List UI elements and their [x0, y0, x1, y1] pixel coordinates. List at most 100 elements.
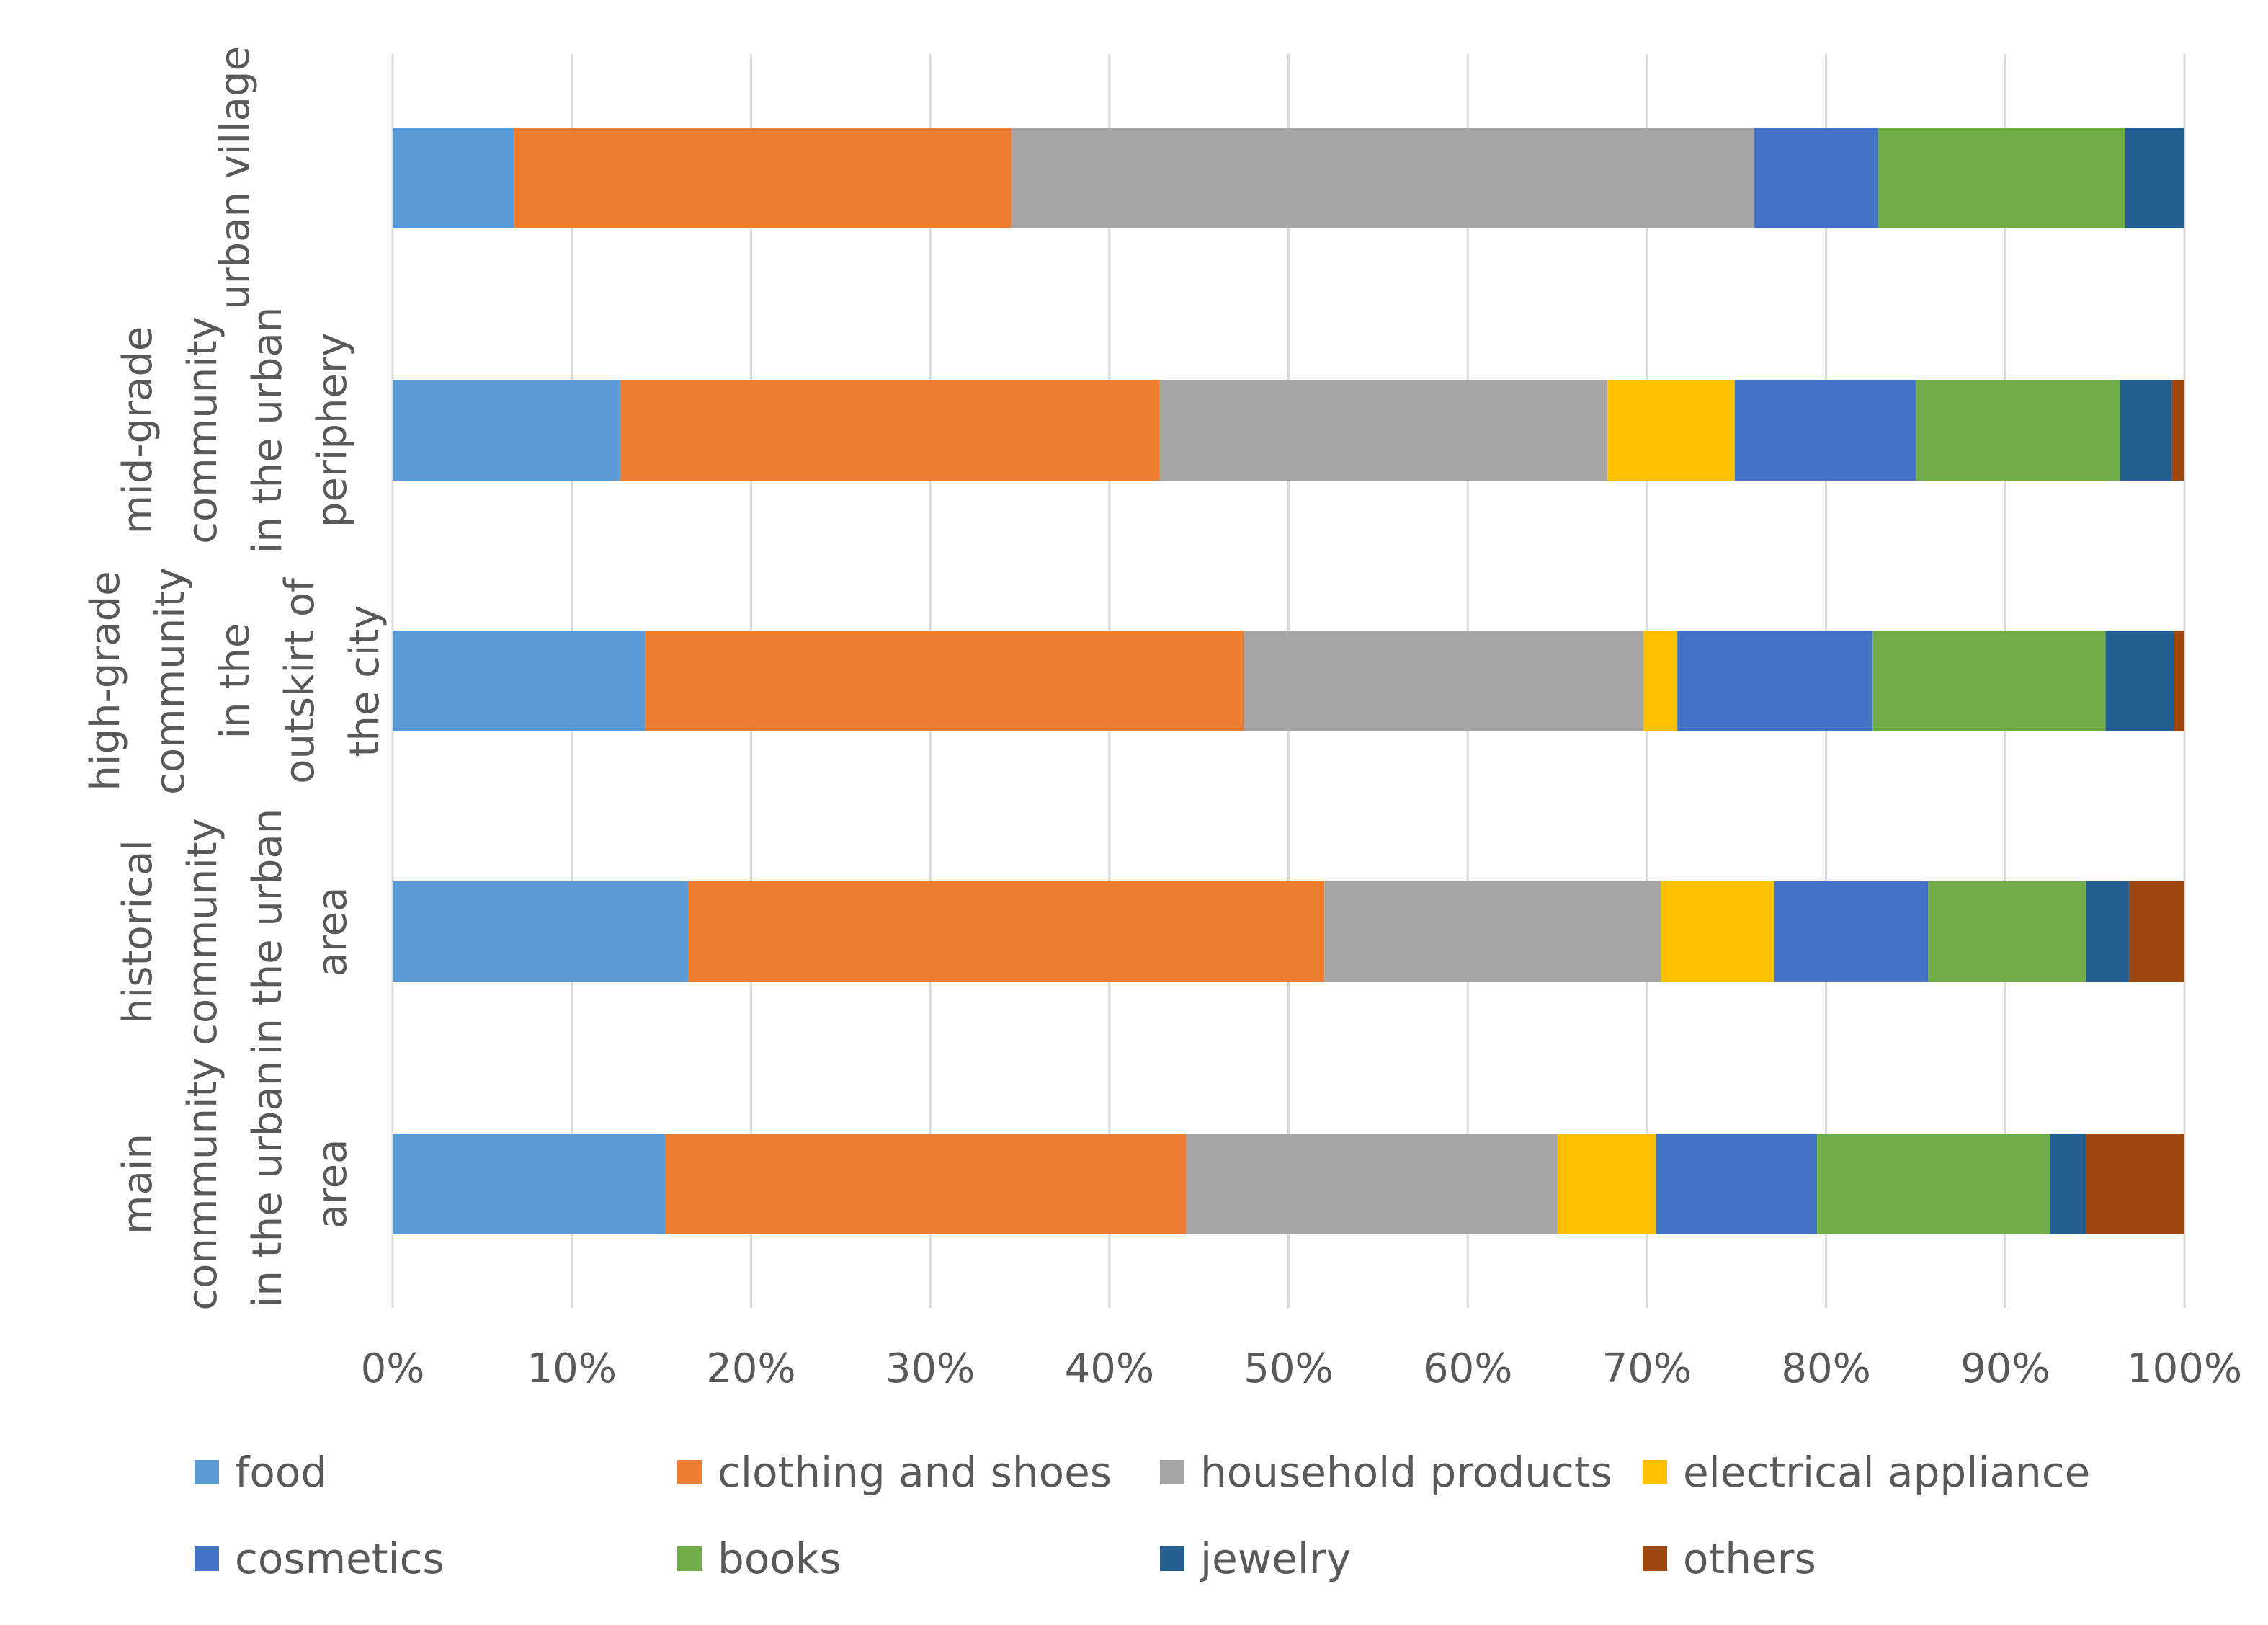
category-label-line: periphery: [309, 333, 356, 527]
x-tick-label: 70%: [1602, 1345, 1692, 1392]
x-tick-label: 30%: [885, 1345, 975, 1392]
bar-segment-clothing-and-shoes: [514, 128, 1012, 228]
bar-segment-jewelry: [2125, 128, 2184, 228]
legend-swatch: [1160, 1546, 1184, 1571]
bar-segment-electrical-appliance: [1643, 631, 1678, 731]
legend-item: electrical appliance: [1643, 1448, 2090, 1497]
legend-swatch: [1160, 1460, 1184, 1484]
bar-segment-clothing-and-shoes: [688, 881, 1325, 982]
legend-swatch: [1643, 1546, 1667, 1571]
bar-segment-food: [393, 380, 620, 481]
legend-item: clothing and shoes: [677, 1448, 1112, 1497]
bar-segment-household-products: [1324, 881, 1661, 982]
category-label-line: area: [309, 1139, 356, 1229]
bar-segment-books: [1817, 1134, 2050, 1234]
bar-segment-others: [2128, 881, 2184, 982]
category-label-line: community: [179, 316, 226, 544]
x-tick-label: 100%: [2127, 1345, 2242, 1392]
category-label-line: outskirt of: [277, 577, 323, 784]
legend-item: books: [677, 1534, 841, 1583]
category-labels: urban village mid-grade community in the ur…: [82, 46, 388, 1311]
bar-segment-cosmetics: [1656, 1134, 1818, 1234]
legend-label: clothing and shoes: [718, 1448, 1112, 1497]
bar-segment-food: [393, 881, 689, 982]
bar-segment-jewelry: [2050, 1134, 2086, 1234]
bar-segment-jewelry: [2120, 380, 2172, 481]
category-label-line: in the: [212, 623, 259, 739]
bar-segment-clothing-and-shoes: [645, 631, 1244, 731]
bar-segment-household-products: [1244, 631, 1643, 731]
bar-segment-clothing-and-shoes: [665, 1134, 1187, 1234]
bar-segment-others: [2086, 1134, 2184, 1234]
bar-segment-cosmetics: [1774, 881, 1929, 982]
x-tick-label: 10%: [527, 1345, 616, 1392]
category-label-line: in the urban: [244, 1061, 291, 1307]
x-axis-ticks: 0% 10% 20% 30% 40% 50% 60% 70% 80% 90% 100%: [361, 1345, 2242, 1392]
legend-label: cosmetics: [235, 1534, 445, 1583]
bars: [393, 128, 2184, 1234]
legend-label: food: [235, 1448, 327, 1497]
category-label-line: in the urban: [244, 307, 291, 553]
legend-swatch: [677, 1460, 702, 1484]
bar-segment-household-products: [1159, 380, 1608, 481]
legend-swatch: [195, 1460, 219, 1484]
bar-segment-others: [2171, 380, 2184, 481]
bar-segment-cosmetics: [1734, 380, 1916, 481]
legend-item: household products: [1160, 1448, 1612, 1497]
bar-segment-clothing-and-shoes: [620, 380, 1160, 481]
bar-segment-electrical-appliance: [1557, 1134, 1656, 1234]
category-label-line: the city: [341, 605, 388, 757]
legend-item: jewelry: [1160, 1534, 1351, 1583]
bar-segment-food: [393, 631, 646, 731]
legend-item: food: [195, 1448, 327, 1497]
bar-segment-food: [393, 128, 515, 228]
x-tick-label: 60%: [1423, 1345, 1512, 1392]
category-label-line: historical: [115, 840, 161, 1024]
legend-item: cosmetics: [195, 1534, 445, 1583]
category-label: historical community in the urban area: [115, 809, 356, 1055]
category-label-line: community: [179, 818, 226, 1046]
bar-segment-books: [1928, 881, 2086, 982]
x-tick-label: 90%: [1960, 1345, 2050, 1392]
category-label: main conmmunity in the urban area: [115, 1057, 356, 1310]
bar-segment-food: [393, 1134, 666, 1234]
legend-label: electrical appliance: [1683, 1448, 2090, 1497]
bar-segment-books: [1872, 631, 2106, 731]
category-label-line: in the urban: [244, 809, 291, 1055]
legend-swatch: [677, 1546, 702, 1571]
bar-segment-jewelry: [2105, 631, 2174, 731]
x-tick-label: 80%: [1781, 1345, 1870, 1392]
category-label: mid-grade community in the urban periphery: [115, 307, 356, 553]
legend-swatch: [1643, 1460, 1667, 1484]
bar-segment-jewelry: [2086, 881, 2129, 982]
legend-label: jewelry: [1199, 1534, 1351, 1583]
category-label-line: area: [309, 887, 356, 977]
x-tick-label: 20%: [706, 1345, 795, 1392]
category-label-line: conmmunity: [179, 1057, 226, 1310]
legend-item: others: [1643, 1534, 1816, 1583]
bar-segment-others: [2174, 631, 2184, 731]
category-label-line: urban village: [212, 46, 259, 310]
bar-segment-electrical-appliance: [1661, 881, 1774, 982]
bar-segment-household-products: [1186, 1134, 1558, 1234]
category-label-line: high-grade: [82, 571, 129, 791]
category-label-line: community: [147, 567, 194, 795]
legend-label: household products: [1200, 1448, 1612, 1497]
x-tick-label: 50%: [1244, 1345, 1333, 1392]
legend: food clothing and shoes household products…: [195, 1448, 2090, 1583]
x-tick-label: 40%: [1065, 1345, 1154, 1392]
category-label: urban village: [212, 46, 259, 310]
bar-segment-cosmetics: [1677, 631, 1873, 731]
legend-label: others: [1683, 1534, 1816, 1583]
x-tick-label: 0%: [361, 1345, 425, 1392]
bar-segment-books: [1915, 380, 2120, 481]
category-label-line: mid-grade: [115, 326, 161, 535]
bar-segment-cosmetics: [1754, 128, 1878, 228]
legend-label: books: [718, 1534, 841, 1583]
category-label: high-grade community in the outskirt of the …: [82, 567, 388, 795]
bar-segment-household-products: [1011, 128, 1755, 228]
bar-segment-electrical-appliance: [1607, 380, 1735, 481]
legend-swatch: [195, 1546, 219, 1571]
